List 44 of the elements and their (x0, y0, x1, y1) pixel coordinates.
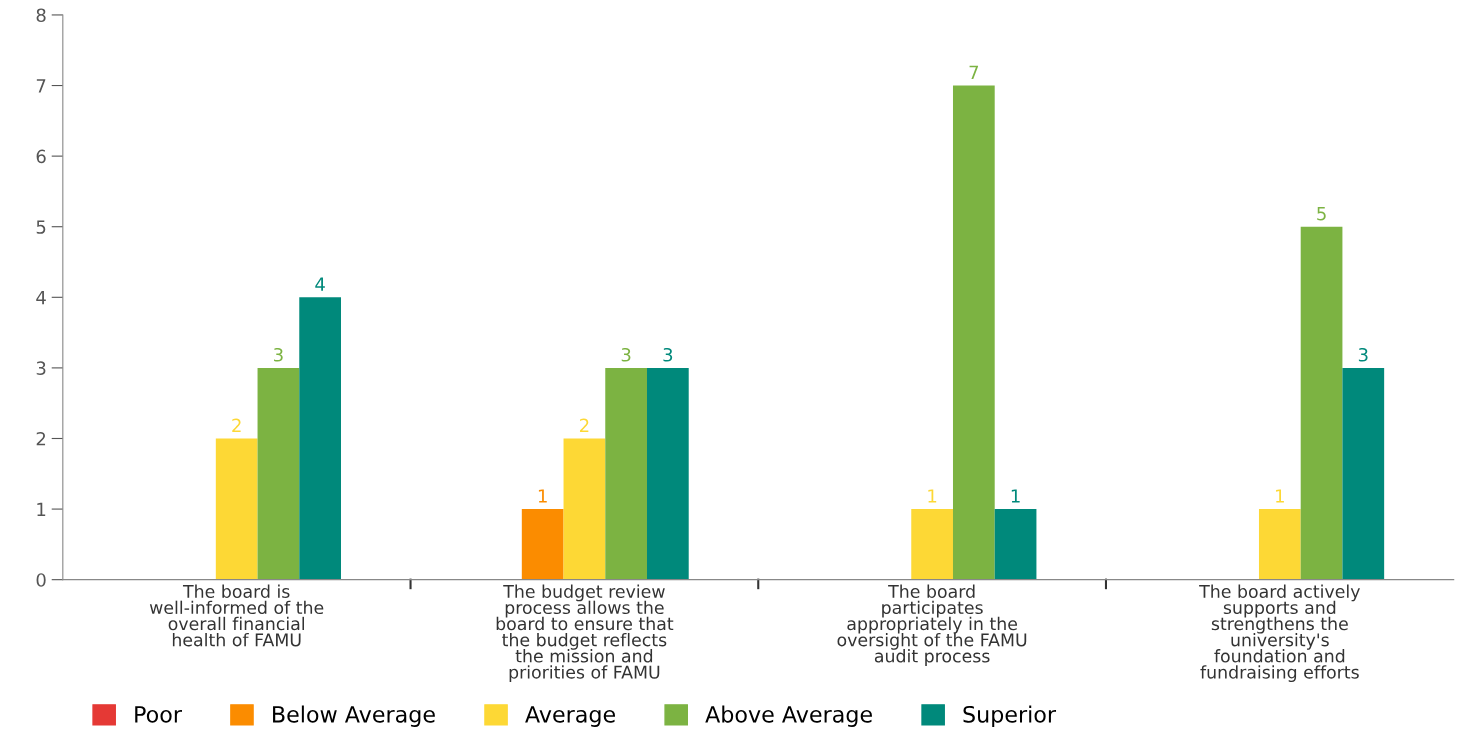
data-label: 3 (274, 347, 283, 362)
bar (299, 297, 341, 580)
legend-label: Superior (963, 705, 1057, 727)
legend-label: Above Average (705, 705, 872, 727)
bar (911, 509, 953, 580)
bar (952, 85, 995, 580)
x-tick-label: The board is well-informed of the overall financial health of FAMU (149, 584, 324, 647)
bar (994, 509, 1037, 580)
bar (563, 438, 606, 580)
data-label: 5 (1317, 207, 1326, 221)
data-label: 1 (928, 489, 937, 503)
data-label: 3 (1358, 347, 1368, 362)
y-tick-label: 1 (37, 502, 46, 516)
x-tick-label: The board participates appropriately in the oversight of the FAMU audit process (837, 584, 1027, 666)
x-tick-label: The budget review process allows the board to ensure that the budget reflects the mission and priorities of FAMU (496, 584, 674, 683)
y-tick-label: 2 (36, 431, 46, 446)
bar (1300, 226, 1343, 580)
bar (646, 367, 689, 580)
data-label: 1 (538, 489, 547, 503)
data-label: 7 (969, 65, 979, 79)
bar (521, 509, 564, 580)
bar (1342, 367, 1385, 580)
data-label: 4 (315, 277, 325, 291)
data-label: 3 (663, 347, 673, 362)
data-label: 1 (1276, 489, 1284, 503)
bar (1258, 509, 1301, 580)
bar (215, 438, 258, 580)
y-tick-label: 8 (36, 8, 46, 23)
y-tick-label: 0 (36, 573, 46, 587)
data-label: 2 (579, 418, 589, 432)
data-label: 2 (232, 418, 241, 432)
legend-label: Poor (135, 706, 182, 723)
y-tick-label: 6 (36, 149, 46, 164)
bar (605, 367, 647, 580)
y-tick-label: 5 (36, 220, 46, 234)
y-tick-label: 3 (36, 361, 46, 376)
y-tick-label: 7 (36, 79, 46, 93)
legend-label: Average (525, 706, 615, 727)
legend-label: Below Average (273, 705, 435, 727)
y-tick-label: 4 (36, 291, 46, 305)
bar (257, 367, 300, 580)
data-label: 1 (1011, 489, 1020, 503)
data-label: 3 (621, 347, 631, 362)
x-tick-label: The board actively supports and strengthens the university's foundation and fundraising efforts (1199, 584, 1360, 683)
